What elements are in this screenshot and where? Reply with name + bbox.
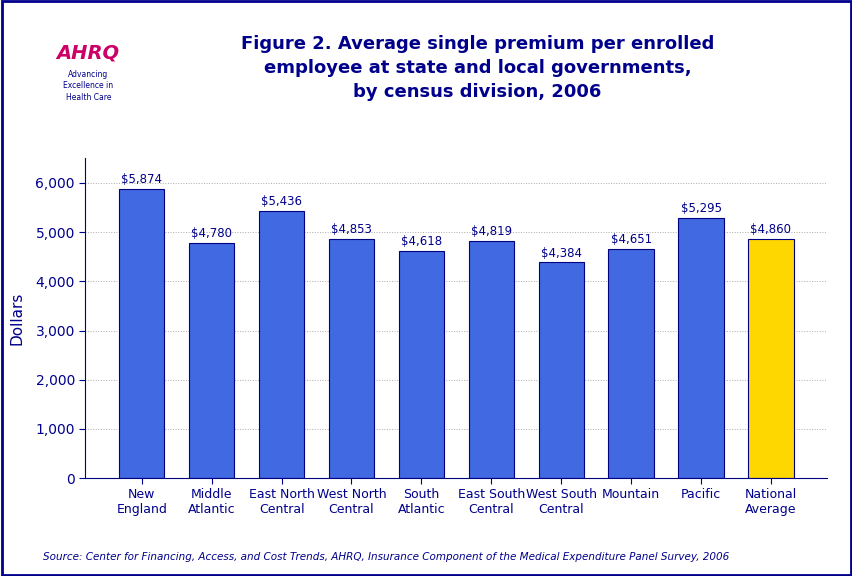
Text: $5,295: $5,295 — [680, 202, 721, 215]
Text: $4,860: $4,860 — [750, 223, 791, 236]
Text: $5,874: $5,874 — [121, 173, 162, 186]
Y-axis label: Dollars: Dollars — [9, 291, 24, 345]
Bar — [468, 241, 514, 478]
Bar — [607, 249, 653, 478]
Bar — [328, 240, 374, 478]
Bar — [538, 263, 584, 478]
Text: Advancing
Excellence in
Health Care: Advancing Excellence in Health Care — [63, 70, 113, 101]
Bar — [189, 243, 234, 478]
Text: $4,618: $4,618 — [400, 235, 441, 248]
Text: $4,384: $4,384 — [540, 247, 581, 260]
Bar — [677, 218, 722, 478]
Bar — [398, 251, 444, 478]
Bar — [747, 239, 792, 478]
Text: $4,780: $4,780 — [191, 227, 232, 240]
Bar — [258, 211, 304, 478]
Text: $4,651: $4,651 — [610, 233, 651, 247]
Text: AHRQ: AHRQ — [56, 44, 120, 63]
Text: Figure 2. Average single premium per enrolled
employee at state and local govern: Figure 2. Average single premium per enr… — [241, 36, 713, 101]
Text: $5,436: $5,436 — [261, 195, 302, 208]
Text: Source: Center for Financing, Access, and Cost Trends, AHRQ, Insurance Component: Source: Center for Financing, Access, an… — [43, 552, 728, 562]
Text: $4,819: $4,819 — [470, 225, 511, 238]
Bar — [119, 189, 164, 478]
Text: $4,853: $4,853 — [331, 223, 371, 237]
